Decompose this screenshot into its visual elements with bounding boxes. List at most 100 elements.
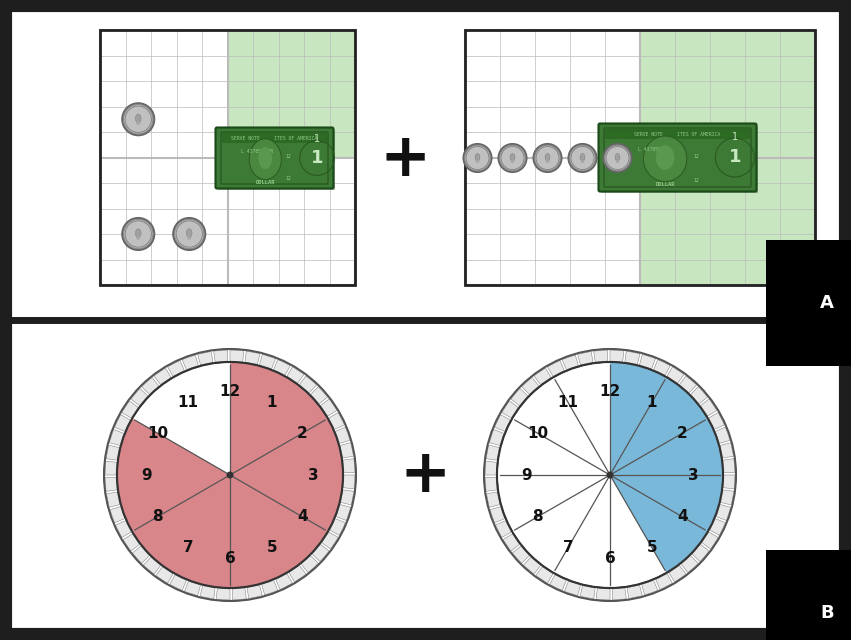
Circle shape xyxy=(571,147,594,170)
Circle shape xyxy=(466,147,489,170)
Bar xyxy=(710,30,745,56)
Polygon shape xyxy=(109,429,124,445)
Ellipse shape xyxy=(580,154,585,161)
Polygon shape xyxy=(502,401,518,418)
Bar xyxy=(329,81,355,106)
Bar xyxy=(745,30,780,56)
Circle shape xyxy=(123,218,154,250)
Polygon shape xyxy=(335,427,350,444)
Bar xyxy=(278,106,304,132)
Polygon shape xyxy=(580,586,595,599)
Text: 1: 1 xyxy=(728,148,741,166)
Polygon shape xyxy=(720,443,734,458)
Circle shape xyxy=(174,218,205,250)
Bar xyxy=(227,30,253,56)
Ellipse shape xyxy=(580,160,585,163)
Text: 1: 1 xyxy=(647,395,657,410)
Bar xyxy=(640,209,675,234)
Polygon shape xyxy=(122,401,138,418)
Polygon shape xyxy=(105,461,117,475)
Polygon shape xyxy=(512,546,529,563)
Bar xyxy=(745,81,780,106)
Text: 2: 2 xyxy=(297,426,308,441)
Ellipse shape xyxy=(511,160,514,163)
Polygon shape xyxy=(216,588,230,600)
Text: 9: 9 xyxy=(141,467,151,483)
Bar xyxy=(640,56,675,81)
FancyBboxPatch shape xyxy=(598,124,757,191)
Circle shape xyxy=(125,106,151,132)
Bar xyxy=(745,234,780,259)
Polygon shape xyxy=(340,490,354,505)
Polygon shape xyxy=(328,413,345,429)
Bar xyxy=(780,183,815,209)
Text: L 43705973M: L 43705973M xyxy=(242,148,273,154)
Bar xyxy=(640,157,675,183)
Circle shape xyxy=(499,144,527,172)
Polygon shape xyxy=(642,580,658,595)
Bar xyxy=(710,209,745,234)
Polygon shape xyxy=(133,546,150,563)
Polygon shape xyxy=(185,581,201,596)
Polygon shape xyxy=(717,504,731,520)
Circle shape xyxy=(534,144,562,172)
Bar xyxy=(675,81,710,106)
Bar xyxy=(640,106,675,132)
Bar xyxy=(745,183,780,209)
Polygon shape xyxy=(156,567,173,583)
Ellipse shape xyxy=(616,160,620,163)
Ellipse shape xyxy=(510,154,515,161)
Bar xyxy=(745,259,780,285)
Circle shape xyxy=(603,144,631,172)
Bar xyxy=(227,56,253,81)
Ellipse shape xyxy=(545,160,549,163)
Bar xyxy=(710,132,745,157)
Polygon shape xyxy=(321,399,337,416)
Text: 6: 6 xyxy=(225,551,236,566)
Text: 2: 2 xyxy=(677,426,688,441)
Polygon shape xyxy=(106,492,120,508)
Polygon shape xyxy=(247,585,262,598)
Polygon shape xyxy=(168,360,185,376)
Circle shape xyxy=(568,144,597,172)
Polygon shape xyxy=(182,355,198,370)
Polygon shape xyxy=(564,581,580,596)
Bar xyxy=(253,106,278,132)
Bar xyxy=(780,157,815,183)
Polygon shape xyxy=(495,521,511,538)
Bar xyxy=(640,30,675,56)
Bar xyxy=(780,106,815,132)
Polygon shape xyxy=(550,575,567,591)
Bar xyxy=(780,56,815,81)
Circle shape xyxy=(464,144,492,172)
Polygon shape xyxy=(197,351,213,365)
Text: 5: 5 xyxy=(266,540,277,555)
Bar xyxy=(640,132,675,157)
Polygon shape xyxy=(105,477,117,492)
Bar xyxy=(710,234,745,259)
Text: 1: 1 xyxy=(311,149,323,167)
Text: 3: 3 xyxy=(688,467,699,483)
Bar xyxy=(675,259,710,285)
Wedge shape xyxy=(610,475,723,531)
Polygon shape xyxy=(486,445,500,460)
Bar xyxy=(675,157,710,183)
Text: 4: 4 xyxy=(677,509,688,524)
Text: 6: 6 xyxy=(604,551,615,566)
Text: 12: 12 xyxy=(694,154,699,159)
Bar xyxy=(710,259,745,285)
Circle shape xyxy=(123,103,154,135)
Polygon shape xyxy=(523,557,540,574)
Ellipse shape xyxy=(187,236,191,240)
Polygon shape xyxy=(200,586,215,599)
Text: 8: 8 xyxy=(532,509,543,524)
Polygon shape xyxy=(721,490,734,505)
Polygon shape xyxy=(700,399,717,416)
Bar xyxy=(710,106,745,132)
Text: 1: 1 xyxy=(732,132,738,141)
Text: 9: 9 xyxy=(521,467,532,483)
Polygon shape xyxy=(106,445,119,460)
Bar xyxy=(640,183,675,209)
Polygon shape xyxy=(534,368,551,385)
Bar xyxy=(745,157,780,183)
